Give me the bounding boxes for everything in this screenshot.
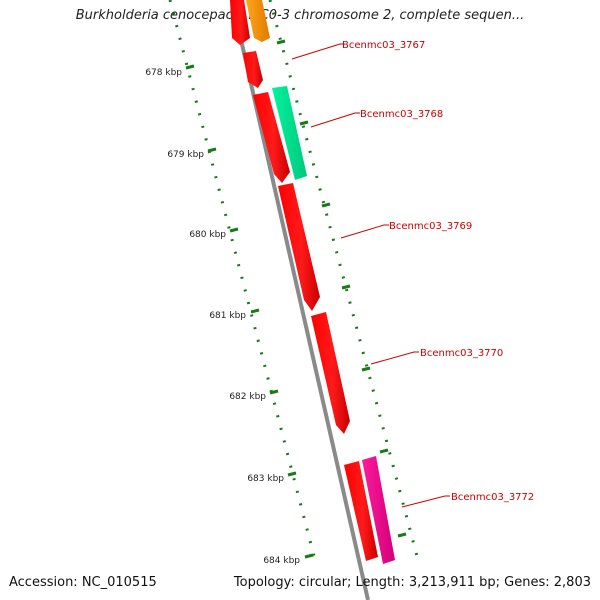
outer-ruler-ticks: [276, 39, 407, 538]
ruler-tick: [185, 64, 195, 70]
ruler-tick: [299, 120, 309, 126]
ruler-tick: [397, 532, 407, 538]
ruler-tick: [207, 147, 217, 153]
gene-label[interactable]: Bcenmc03_3767: [342, 40, 425, 51]
ruler-label: 678 kbp: [145, 68, 182, 78]
ruler-label: 683 kbp: [247, 474, 284, 484]
gene-label[interactable]: Bcenmc03_3770: [420, 348, 503, 359]
gene-feature[interactable]: [272, 86, 307, 180]
ruler-labels: 678 kbp 679 kbp 680 kbp 681 kbp 682 kbp …: [145, 68, 300, 566]
ruler-tick: [321, 202, 331, 208]
chromosome-backbone: [230, 0, 370, 600]
accession-text: Accession: NC_010515: [9, 575, 157, 590]
gene-label[interactable]: Bcenmc03_3772: [451, 492, 534, 503]
gene-feature[interactable]: [362, 456, 395, 564]
outer-ruler: [268, 0, 420, 561]
ruler-tick: [229, 227, 239, 233]
gene-feature[interactable]: [278, 183, 320, 311]
ruler-tick: [361, 366, 371, 372]
ruler-label: 679 kbp: [167, 150, 204, 160]
gene-feature[interactable]: [243, 51, 263, 88]
gene-feature[interactable]: [311, 312, 350, 434]
ruler-label: 681 kbp: [209, 311, 246, 321]
gene-feature[interactable]: [253, 92, 290, 183]
gene-label-leaders: [291, 43, 450, 508]
ruler-label: 680 kbp: [189, 230, 226, 240]
genome-summary: Topology: circular; Length: 3,213,911 bp…: [233, 575, 591, 590]
ruler-tick: [341, 284, 351, 290]
gene-feature[interactable]: [344, 461, 378, 561]
inner-ruler: [168, 0, 317, 561]
ruler-tick: [276, 39, 286, 45]
ruler-label: 682 kbp: [229, 392, 266, 402]
gene-feature[interactable]: [246, 0, 270, 42]
ruler-tick: [287, 471, 297, 477]
gene-label[interactable]: Bcenmc03_3769: [389, 221, 472, 232]
map-title: Burkholderia cenocepacia MC0-3 chromosom…: [75, 8, 525, 23]
gene-labels: Bcenmc03_3767 Bcenmc03_3768 Bcenmc03_376…: [342, 40, 534, 503]
ruler-tick: [269, 389, 279, 395]
inner-ruler-ticks: [185, 64, 314, 559]
gene-label[interactable]: Bcenmc03_3768: [360, 109, 443, 120]
ruler-tick: [379, 448, 389, 454]
ruler-tick: [250, 308, 260, 314]
gene-features[interactable]: [230, 0, 395, 564]
gene-feature[interactable]: [230, 0, 250, 45]
ruler-label: 684 kbp: [263, 556, 300, 566]
ruler-tick: [304, 553, 314, 559]
